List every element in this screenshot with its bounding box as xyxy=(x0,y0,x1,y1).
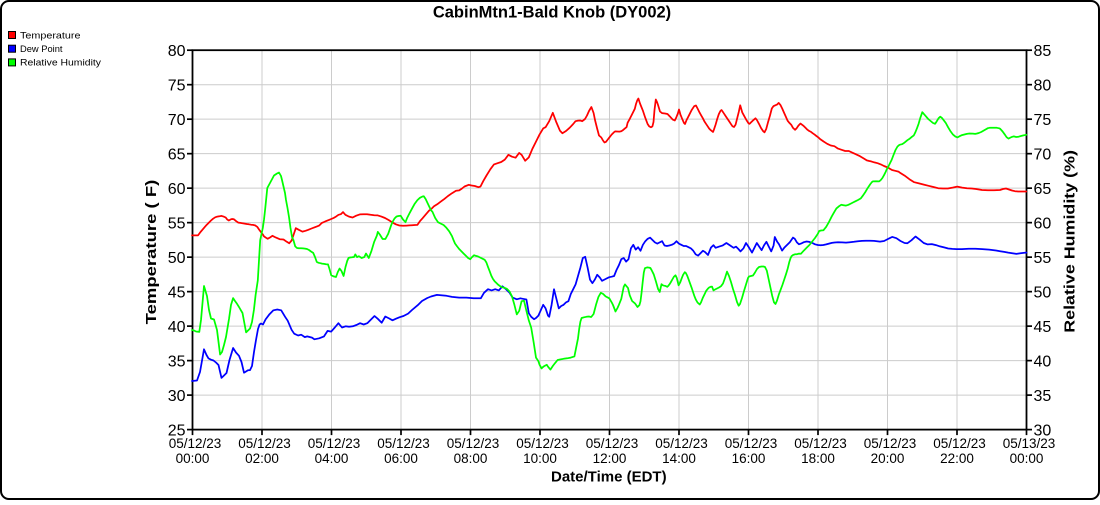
svg-text:45: 45 xyxy=(168,284,186,301)
svg-text:Temperature ( F): Temperature ( F) xyxy=(143,180,160,325)
svg-text:60: 60 xyxy=(1034,215,1052,232)
svg-text:80: 80 xyxy=(168,43,186,60)
svg-text:05/12/23: 05/12/23 xyxy=(447,436,500,451)
svg-text:22:00: 22:00 xyxy=(940,451,974,466)
svg-text:16:00: 16:00 xyxy=(732,451,766,466)
svg-text:04:00: 04:00 xyxy=(315,451,349,466)
svg-text:05/12/23: 05/12/23 xyxy=(238,436,291,451)
svg-text:05/12/23: 05/12/23 xyxy=(516,436,569,451)
svg-text:55: 55 xyxy=(168,215,186,232)
svg-text:00:00: 00:00 xyxy=(1010,451,1044,466)
svg-text:14:00: 14:00 xyxy=(662,451,696,466)
svg-text:Dew Point: Dew Point xyxy=(20,44,63,55)
svg-text:05/13/23: 05/13/23 xyxy=(1003,436,1056,451)
svg-text:55: 55 xyxy=(1034,250,1052,267)
svg-text:80: 80 xyxy=(1034,77,1052,94)
svg-text:05/12/23: 05/12/23 xyxy=(725,436,778,451)
svg-text:70: 70 xyxy=(168,112,186,129)
svg-text:Relative Humidity: Relative Humidity xyxy=(20,58,101,69)
svg-text:05/12/23: 05/12/23 xyxy=(933,436,986,451)
svg-text:20:00: 20:00 xyxy=(871,451,905,466)
svg-text:12:00: 12:00 xyxy=(593,451,627,466)
svg-text:40: 40 xyxy=(1034,353,1052,370)
svg-text:Relative Humidity (%): Relative Humidity (%) xyxy=(1062,150,1079,333)
svg-text:05/12/23: 05/12/23 xyxy=(794,436,847,451)
svg-text:05/12/23: 05/12/23 xyxy=(864,436,917,451)
svg-text:08:00: 08:00 xyxy=(454,451,488,466)
svg-text:05/12/23: 05/12/23 xyxy=(655,436,708,451)
svg-text:25: 25 xyxy=(168,422,186,439)
svg-text:40: 40 xyxy=(168,319,186,336)
svg-text:50: 50 xyxy=(1034,284,1052,301)
svg-text:02:00: 02:00 xyxy=(245,451,279,466)
svg-text:85: 85 xyxy=(1034,43,1052,60)
svg-text:05/12/23: 05/12/23 xyxy=(586,436,639,451)
svg-text:35: 35 xyxy=(168,353,186,370)
svg-text:06:00: 06:00 xyxy=(384,451,418,466)
svg-text:Date/Time (EDT): Date/Time (EDT) xyxy=(551,468,667,485)
svg-text:75: 75 xyxy=(1034,112,1052,129)
svg-text:10:00: 10:00 xyxy=(523,451,557,466)
svg-text:60: 60 xyxy=(168,181,186,198)
svg-text:45: 45 xyxy=(1034,319,1052,336)
svg-text:05/12/23: 05/12/23 xyxy=(169,436,222,451)
svg-text:70: 70 xyxy=(1034,146,1052,163)
svg-text:05/12/23: 05/12/23 xyxy=(377,436,430,451)
svg-text:05/12/23: 05/12/23 xyxy=(308,436,361,451)
svg-text:75: 75 xyxy=(168,77,186,94)
svg-text:30: 30 xyxy=(1034,422,1052,439)
svg-text:Temperature: Temperature xyxy=(20,30,81,41)
svg-text:00:00: 00:00 xyxy=(176,451,210,466)
svg-text:65: 65 xyxy=(168,146,186,163)
svg-text:35: 35 xyxy=(1034,388,1052,405)
svg-text:18:00: 18:00 xyxy=(801,451,835,466)
svg-text:65: 65 xyxy=(1034,181,1052,198)
svg-text:50: 50 xyxy=(168,250,186,267)
svg-text:CabinMtn1-Bald Knob (DY002): CabinMtn1-Bald Knob (DY002) xyxy=(433,4,671,22)
svg-text:30: 30 xyxy=(168,388,186,405)
